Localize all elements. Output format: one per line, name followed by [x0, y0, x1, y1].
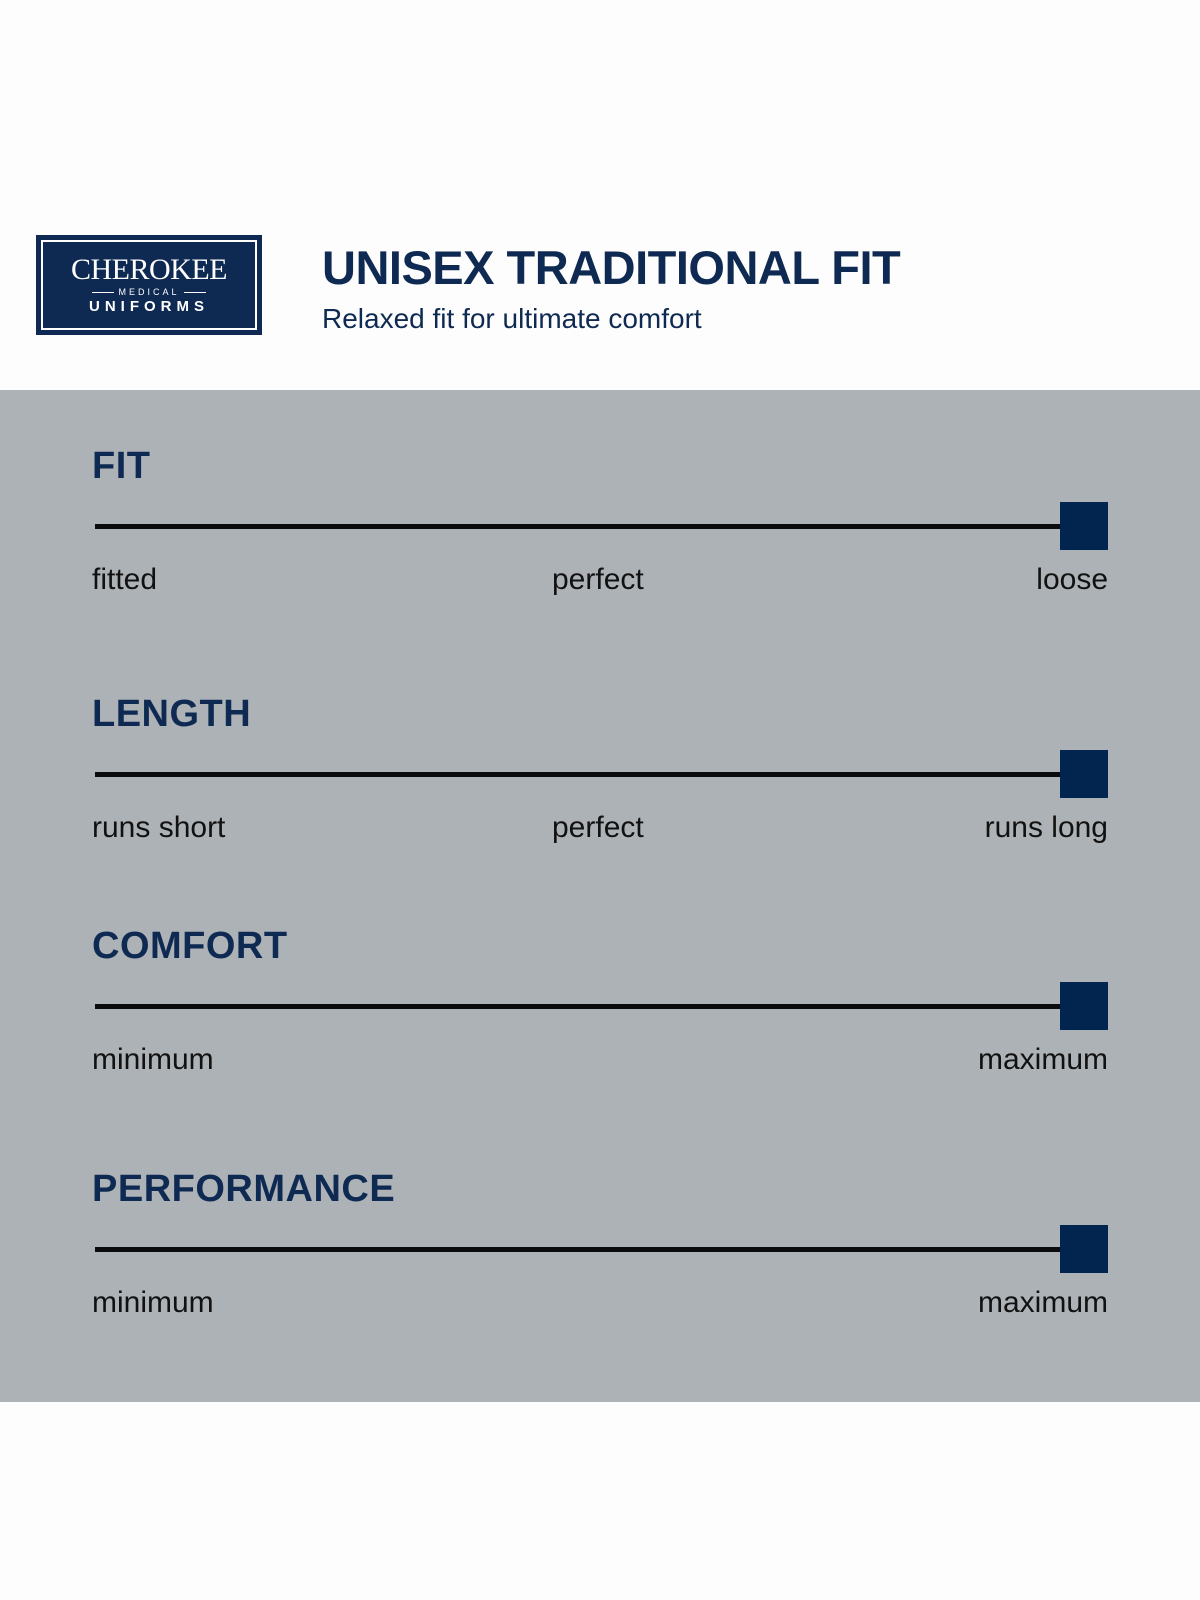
- scale-title: LENGTH: [92, 693, 252, 735]
- scale-indicator[interactable]: [1060, 1225, 1108, 1273]
- scale-label-left: minimum: [92, 1286, 214, 1319]
- logo-bottom: UNIFORMS: [89, 298, 209, 315]
- scale-title: FIT: [92, 445, 151, 487]
- scale-label-left: minimum: [92, 1043, 214, 1076]
- logo-sub: MEDICAL: [43, 286, 255, 298]
- scale-indicator[interactable]: [1060, 982, 1108, 1030]
- page-subtitle: Relaxed fit for ultimate comfort: [322, 303, 702, 334]
- scale-track: [95, 1004, 1108, 1009]
- scale-label-right: loose: [1036, 563, 1108, 596]
- scale-label-middle: perfect: [552, 811, 644, 844]
- scales-panel: [0, 390, 1200, 1402]
- scale-indicator[interactable]: [1060, 502, 1108, 550]
- scale-title: COMFORT: [92, 925, 288, 967]
- cherokee-logo: CHEROKEE MEDICAL UNIFORMS: [36, 235, 262, 335]
- scale-label-right: maximum: [977, 1043, 1108, 1076]
- scale-comfort: COMFORT minimum maximum: [92, 925, 1108, 1076]
- scale-track: [95, 524, 1108, 529]
- scale-label-left: fitted: [92, 563, 158, 596]
- page-title: UNISEX TRADITIONAL FIT: [322, 241, 901, 294]
- scale-track: [95, 1247, 1108, 1252]
- scale-length: LENGTH runs short perfect runs long: [92, 693, 1108, 844]
- scale-title: PERFORMANCE: [92, 1168, 396, 1210]
- logo-text: CHEROKEE: [71, 253, 228, 286]
- scale-label-right: maximum: [977, 1286, 1108, 1319]
- scale-label-middle: perfect: [552, 563, 644, 596]
- scale-label-right: runs long: [984, 811, 1108, 844]
- scale-fit: FIT fitted perfect loose: [92, 445, 1108, 596]
- scale-label-left: runs short: [92, 811, 226, 844]
- scale-indicator[interactable]: [1060, 750, 1108, 798]
- scale-performance: PERFORMANCE minimum maximum: [92, 1168, 1108, 1319]
- scale-track: [95, 772, 1108, 777]
